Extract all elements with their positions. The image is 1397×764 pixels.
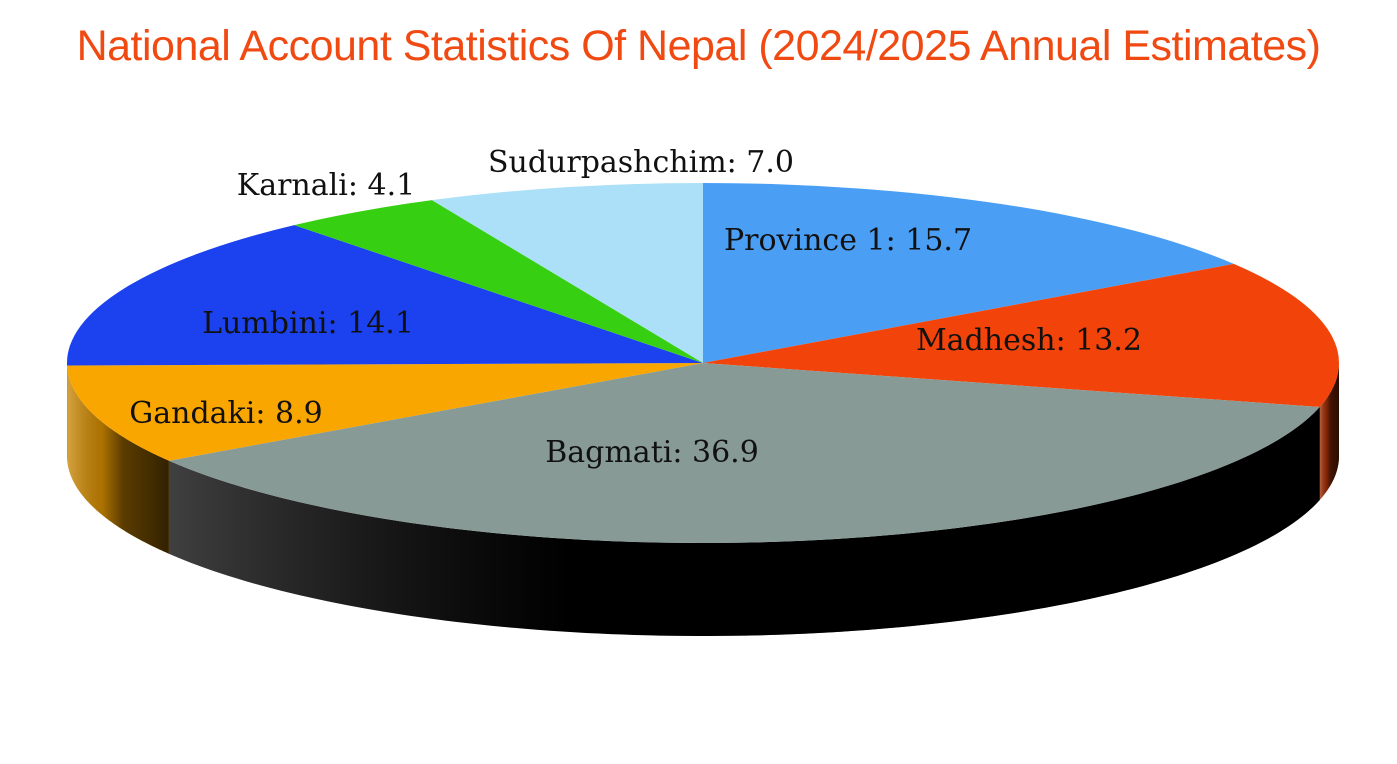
pie-slice-sudurpashchim [431,183,703,363]
pie-side-bagmati-shade [168,406,1320,636]
slice-label-bagmati: Bagmati: 36.9 [545,435,759,470]
slice-label-karnali: Karnali: 4.1 [237,168,415,203]
pie-slice-bagmati [168,363,1320,544]
pie-side-madhesh-shade [1319,363,1339,500]
pie-side-gandaki-shade [67,365,169,554]
slice-label-lumbini: Lumbini: 14.1 [202,306,414,341]
pie-slice-gandaki [67,363,703,461]
slice-label-province-1: Province 1: 15.7 [724,223,972,258]
pie-slice-lumbini [66,225,703,366]
slice-label-madhesh: Madhesh: 13.2 [916,323,1142,358]
pie-slice-karnali [294,200,703,363]
slice-label-sudurpashchim: Sudurpashchim: 7.0 [488,145,794,180]
pie-slice-province-1 [703,183,1234,363]
slice-labels: Province 1: 15.7 Madhesh: 13.2 Bagmati: 36… [129,145,1142,470]
chart-title: National Account Statistics Of Nepal (20… [76,22,1321,70]
pie-slice-madhesh [703,263,1340,407]
pie-sides [67,363,1339,636]
slice-label-gandaki: Gandaki: 8.9 [129,396,322,431]
pie-slices [66,183,1340,544]
